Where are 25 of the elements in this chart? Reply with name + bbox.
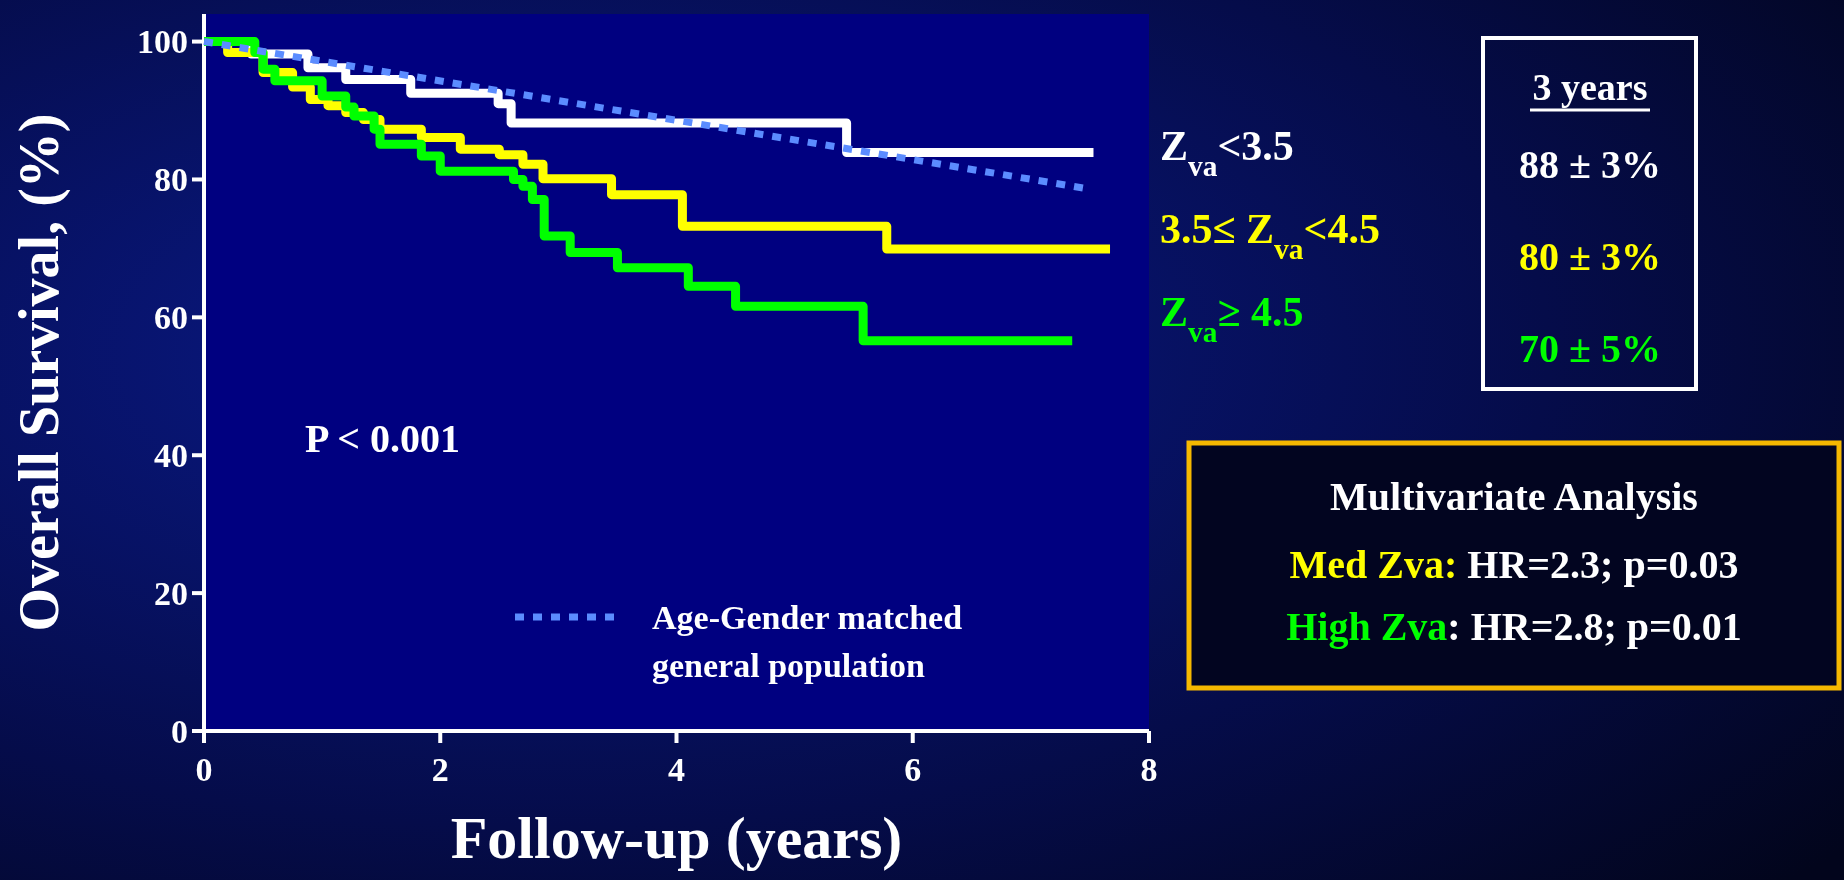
text: Multivariate Analysis <box>1330 474 1698 519</box>
text: Med Zva: HR=2.3; p=0.03 <box>1289 542 1739 587</box>
y-tick-label: 60 <box>154 299 188 337</box>
x-tick-label: 4 <box>668 751 685 788</box>
text: Z$_{va}$≥ 4.5 <box>1160 289 1304 348</box>
x-tick-label: 8 <box>1140 751 1158 788</box>
text: 88 ± 3% <box>1519 142 1661 187</box>
series-label: 3.5≤ Z$_{va}$<4.5 <box>1160 206 1380 265</box>
y-tick-label: 40 <box>154 437 188 475</box>
y-tick-label: 20 <box>154 575 188 613</box>
x-tick-label: 2 <box>431 751 449 788</box>
annotation: P < 0.001 <box>305 416 461 461</box>
y-axis-title: Overall Survival, (%) <box>8 113 71 632</box>
text: High Zva: HR=2.8; p=0.01 <box>1286 604 1742 649</box>
legend-label: Age-Gender matched general population <box>652 599 963 684</box>
x-axis-title: Follow-up (years) <box>450 805 903 871</box>
x-tick-label: 0 <box>195 751 213 788</box>
y-tick-label: 0 <box>171 712 188 750</box>
text: 80 ± 3% <box>1519 234 1661 279</box>
y-tick-label: 80 <box>154 161 188 199</box>
series-label: Z$_{va}$<3.5 <box>1160 123 1294 182</box>
text: 3 years <box>1532 66 1648 108</box>
x-tick-label: 6 <box>904 751 922 788</box>
text: 70 ± 5% <box>1519 326 1661 371</box>
y-tick-label: 100 <box>137 23 188 61</box>
